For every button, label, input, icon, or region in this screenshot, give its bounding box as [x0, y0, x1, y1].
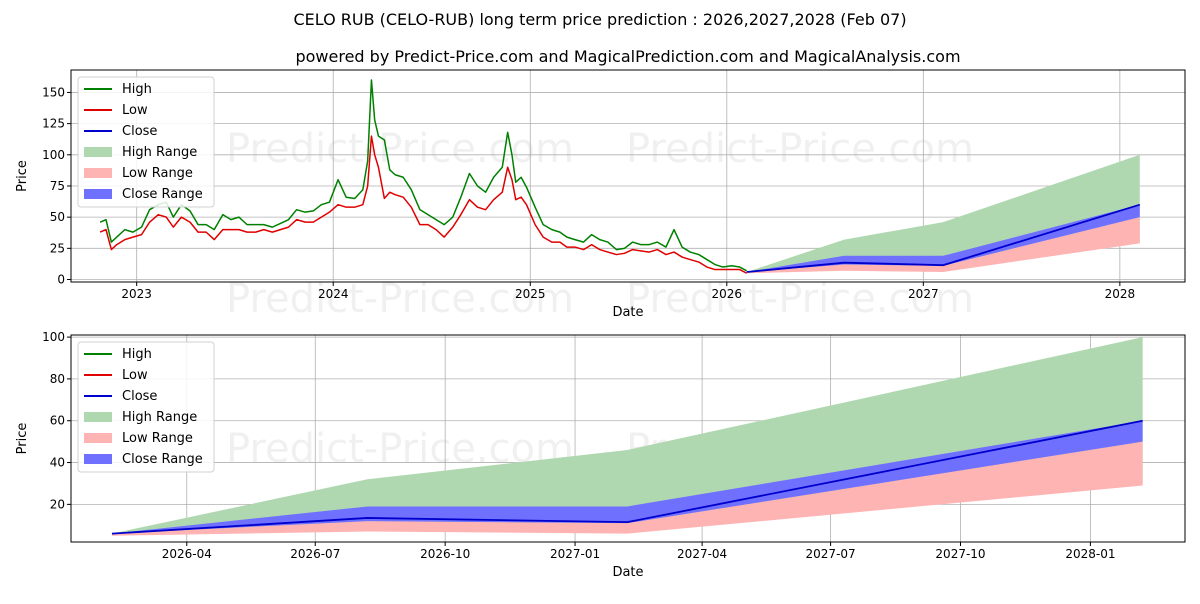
legend-label: Low: [122, 103, 148, 118]
x-tick-label: 2026-10: [420, 547, 470, 561]
legend-label: High: [122, 347, 152, 362]
watermark-layer: Predict-Price.com Predict-Price.com Pred…: [226, 126, 974, 472]
axes-frame: [70, 69, 1186, 283]
x-tick-label: 2027-01: [550, 547, 600, 561]
legend-label: Low Range: [122, 166, 193, 181]
low-series-line: [99, 135, 748, 274]
x-tick-label: 2027-04: [677, 547, 727, 561]
x-tick-label: 2026-04: [162, 547, 212, 561]
x-tick-label: 2023: [121, 287, 152, 301]
x-tick-label: 2024: [318, 287, 349, 301]
watermark-text: Predict-Price.com: [226, 126, 574, 172]
legend-label: High Range: [122, 145, 197, 160]
close-range-band: [111, 420, 1143, 534]
legend-label: Low: [122, 368, 148, 383]
x-tick-label: 2027-07: [806, 547, 856, 561]
y-tick-label: 25: [50, 241, 65, 255]
x-axis-label: Date: [612, 305, 643, 320]
legend-label: Close Range: [122, 452, 203, 467]
x-tick-label: 2025: [515, 287, 546, 301]
y-tick-label: 20: [50, 497, 65, 511]
legend-swatch: [84, 168, 112, 178]
legend-swatch: [84, 412, 112, 422]
legend-swatch: [84, 454, 112, 464]
x-tick-label: 2028-01: [1065, 547, 1115, 561]
watermark-text: Predict-Price.com: [226, 276, 574, 322]
axes-frame: [70, 334, 1186, 543]
plot-area: [99, 79, 1141, 274]
watermark-text: Predict-Price.com: [626, 276, 974, 322]
legend-swatch: [84, 189, 112, 199]
x-tick-label: 2028: [1105, 287, 1136, 301]
x-tick-label: 2026: [712, 287, 743, 301]
y-tick-label: 75: [50, 179, 65, 193]
chart-title: CELO RUB (CELO-RUB) long term price pred…: [293, 10, 906, 29]
legend: High Low Close High Range Low Range Close Ran…: [77, 341, 215, 473]
legend: High Low Close High Range Low Range Close Ran…: [77, 76, 215, 208]
y-tick-label: 125: [42, 117, 65, 131]
x-tick-label: 2026-07: [290, 547, 340, 561]
y-tick-label: 100: [42, 148, 65, 162]
low-range-band: [746, 217, 1140, 274]
legend-swatch: [84, 433, 112, 443]
close-range-band: [746, 204, 1140, 273]
chart-subtitle: powered by Predict-Price.com and Magical…: [295, 47, 960, 66]
legend-label: High Range: [122, 410, 197, 425]
legend-label: Close: [122, 124, 157, 139]
y-tick-label: 0: [57, 273, 65, 287]
legend-label: Low Range: [122, 431, 193, 446]
x-axis-label: Date: [612, 565, 643, 580]
y-axis-label: Price: [15, 423, 30, 455]
y-tick-label: 150: [42, 85, 65, 99]
legend-label: Close: [122, 389, 157, 404]
y-axis-label: Price: [15, 160, 30, 192]
historical-chart-panel: 2023 2024 2025 2026 2027 2028 0 25 50 75 100 125 150…: [15, 69, 1186, 320]
y-tick-label: 60: [50, 414, 65, 428]
x-tick-label: 2027-10: [935, 547, 985, 561]
legend-label: Close Range: [122, 187, 203, 202]
close-forecast-line: [746, 203, 1141, 273]
plot-area: [111, 337, 1143, 536]
close-forecast-line: [111, 419, 1143, 535]
y-tick-label: 50: [50, 210, 65, 224]
y-tick-label: 80: [50, 372, 65, 386]
forecast-chart-panel: 2026-04 2026-07 2026-10 2027-01 2027-04 2027-…: [15, 330, 1186, 580]
legend-label: High: [122, 82, 152, 97]
y-tick-label: 40: [50, 456, 65, 470]
low-range-band: [111, 441, 1143, 536]
y-tick-label: 100: [42, 330, 65, 344]
watermark-text: Predict-Price.com: [626, 126, 974, 172]
high-series-line: [99, 79, 748, 272]
legend-swatch: [84, 147, 112, 157]
x-tick-label: 2027: [908, 287, 939, 301]
